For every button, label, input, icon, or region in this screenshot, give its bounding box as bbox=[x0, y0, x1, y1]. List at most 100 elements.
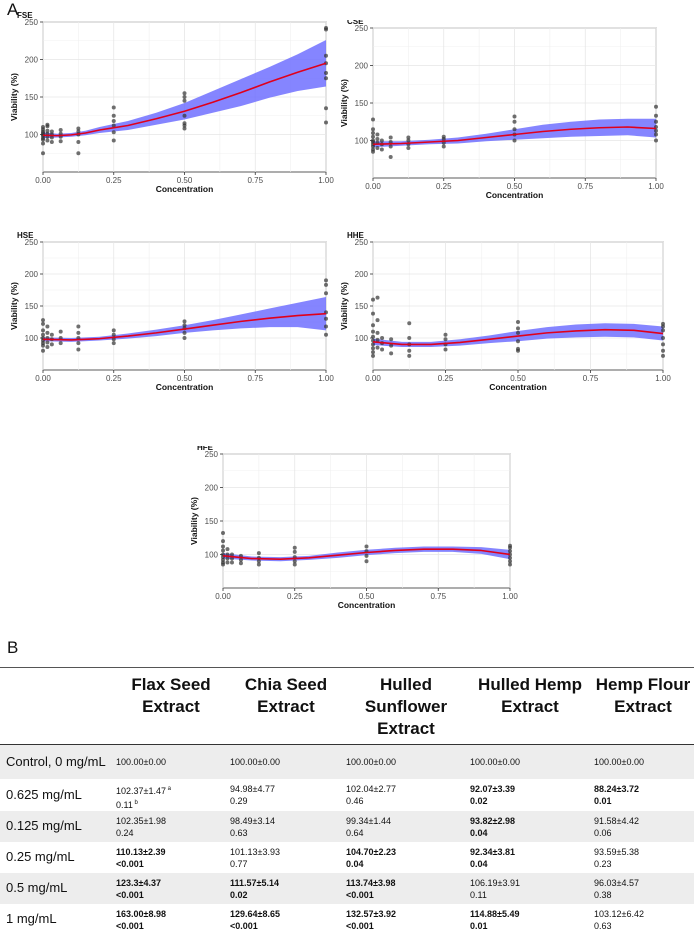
data-point bbox=[324, 106, 328, 111]
table-cell: 101.13±3.93 0.77 bbox=[228, 842, 344, 873]
table-cell: 106.19±3.91 0.11 bbox=[468, 872, 592, 904]
data-point bbox=[41, 137, 45, 142]
x-tick-label: 0.75 bbox=[247, 374, 263, 383]
x-tick-label: 0.50 bbox=[507, 182, 523, 191]
chart-title: HSE bbox=[17, 231, 34, 240]
x-tick-label: 0.25 bbox=[438, 374, 454, 383]
cell-p-value: 0.02 bbox=[470, 795, 488, 806]
x-axis-title: Concentration bbox=[486, 190, 544, 200]
table-row: 1 mg/mL 163.00±8.98 <0.001 129.64±8.65 <0.00… bbox=[0, 904, 694, 935]
y-axis-title: Viability (%) bbox=[9, 282, 19, 330]
table-row: 0.625 mg/mL 102.37±1.47 a 0.11 b 94.98±4.77… bbox=[0, 779, 694, 811]
row-label: Control, 0 mg/mL bbox=[0, 744, 114, 779]
table-top-rule bbox=[0, 667, 694, 668]
header-flax-seed: Flax Seed Extract bbox=[131, 675, 211, 716]
data-point bbox=[45, 324, 50, 329]
data-point bbox=[443, 337, 448, 342]
data-point bbox=[661, 348, 665, 353]
x-tick-label: 1.00 bbox=[655, 374, 671, 383]
data-point bbox=[388, 155, 393, 159]
data-point bbox=[111, 328, 116, 333]
x-axis-title: Concentration bbox=[156, 184, 214, 194]
cell-value: 100.00±0.00 bbox=[230, 757, 280, 767]
table-cell: 132.57±3.92 <0.001 bbox=[344, 904, 468, 935]
x-tick-label: 1.00 bbox=[318, 176, 334, 185]
table-cell: 113.74±3.98 <0.001 bbox=[344, 872, 468, 904]
data-point bbox=[443, 347, 448, 352]
data-point bbox=[292, 559, 297, 564]
y-axis-title: Viability (%) bbox=[9, 73, 19, 121]
x-tick-label: 0.50 bbox=[177, 374, 193, 383]
row-label: 0.125 mg/mL bbox=[0, 810, 114, 842]
y-tick-label: 250 bbox=[25, 238, 39, 247]
x-tick-label: 0.75 bbox=[430, 592, 446, 601]
data-point bbox=[661, 324, 665, 329]
y-tick-label: 250 bbox=[355, 238, 369, 247]
cell-value: 96.03±4.57 bbox=[594, 877, 639, 888]
row-label: 0.5 mg/mL bbox=[0, 872, 114, 904]
data-point bbox=[661, 336, 665, 340]
data-point bbox=[375, 146, 380, 150]
data-point bbox=[324, 291, 328, 296]
data-point bbox=[324, 71, 328, 75]
header-hulled-hemp: Hulled Hemp Extract bbox=[478, 675, 582, 716]
data-point bbox=[41, 141, 45, 146]
data-point bbox=[371, 311, 375, 316]
row-label: 1 mg/mL bbox=[6, 911, 57, 926]
cell-value: 99.34±1.44 bbox=[346, 815, 391, 826]
y-axis-title: Viability (%) bbox=[339, 79, 349, 127]
data-point bbox=[49, 129, 54, 134]
data-point bbox=[371, 342, 375, 347]
data-point bbox=[364, 553, 369, 558]
data-point bbox=[389, 337, 394, 342]
cell-value: 106.19±3.91 bbox=[470, 877, 520, 888]
cell-p-value: <0.001 bbox=[116, 889, 144, 900]
table-row: Control, 0 mg/mL 100.00±0.00 100.00±0.00 10… bbox=[0, 744, 694, 779]
data-point bbox=[76, 347, 81, 352]
data-point bbox=[256, 559, 261, 564]
cell-value: 110.13±2.39 bbox=[116, 846, 166, 857]
fit-line bbox=[42, 62, 327, 137]
data-point bbox=[512, 119, 517, 124]
fit-line bbox=[222, 548, 511, 560]
data-point bbox=[256, 551, 261, 556]
header-hulled-sunflower: Hulled Sunflower Extract bbox=[364, 675, 448, 738]
data-point bbox=[182, 91, 187, 96]
x-tick-label: 0.00 bbox=[365, 374, 381, 383]
data-point bbox=[388, 135, 393, 140]
x-tick-label: 0.75 bbox=[583, 374, 599, 383]
x-tick-label: 0.25 bbox=[106, 374, 122, 383]
table-cell: 92.07±3.39 0.02 bbox=[468, 779, 592, 811]
data-point bbox=[324, 332, 328, 337]
cell-p-value: 0.38 bbox=[594, 889, 612, 900]
data-point bbox=[407, 353, 412, 358]
data-point bbox=[407, 336, 412, 340]
data-point bbox=[380, 336, 385, 340]
cell-p-value: 0.11 b bbox=[116, 799, 138, 810]
y-tick-label: 200 bbox=[355, 270, 369, 279]
cell-p-value: 0.04 bbox=[470, 858, 488, 869]
data-point bbox=[76, 324, 81, 329]
cell-p-value: <0.001 bbox=[116, 858, 144, 869]
data-point bbox=[256, 562, 261, 567]
data-point bbox=[58, 128, 63, 132]
y-tick-label: 150 bbox=[355, 99, 369, 108]
data-point bbox=[516, 339, 520, 344]
data-point bbox=[508, 545, 512, 550]
data-point bbox=[407, 321, 412, 326]
cell-p-value: <0.001 bbox=[346, 920, 374, 931]
x-tick-label: 0.00 bbox=[35, 176, 51, 185]
data-point bbox=[380, 347, 385, 352]
data-point bbox=[371, 117, 375, 122]
x-tick-label: 0.50 bbox=[510, 374, 526, 383]
data-point bbox=[111, 130, 116, 135]
data-point bbox=[375, 318, 380, 323]
data-point bbox=[45, 330, 50, 335]
data-point bbox=[654, 138, 658, 143]
cell-p-value: 0.04 bbox=[346, 858, 364, 869]
x-tick-label: 0.50 bbox=[359, 592, 375, 601]
table-cell: 110.13±2.39 <0.001 bbox=[114, 842, 228, 873]
data-point bbox=[375, 345, 380, 350]
data-point bbox=[292, 549, 297, 554]
cell-p-value: 0.11 bbox=[470, 889, 487, 900]
